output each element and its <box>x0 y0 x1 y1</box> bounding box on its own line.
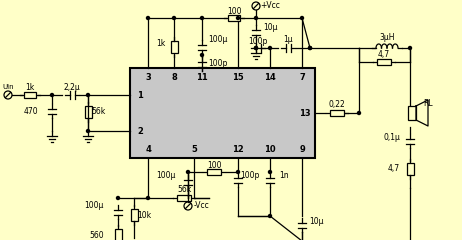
Text: 2,2μ: 2,2μ <box>64 83 80 91</box>
Bar <box>377 59 391 65</box>
Circle shape <box>86 130 90 132</box>
Text: 1k: 1k <box>25 84 35 92</box>
Text: 1: 1 <box>137 90 143 100</box>
Circle shape <box>268 170 272 174</box>
Text: 100: 100 <box>227 6 241 16</box>
Bar <box>130 68 315 158</box>
Bar <box>131 209 138 221</box>
Circle shape <box>255 47 257 49</box>
Text: 10k: 10k <box>137 210 151 220</box>
Circle shape <box>201 54 203 56</box>
Text: 3: 3 <box>145 72 151 82</box>
Circle shape <box>146 197 150 199</box>
Text: 8: 8 <box>171 72 177 82</box>
Circle shape <box>309 47 311 49</box>
Text: 0,1μ: 0,1μ <box>383 133 400 143</box>
Circle shape <box>237 170 239 174</box>
Text: 4: 4 <box>145 144 151 154</box>
Text: 4,7: 4,7 <box>388 164 400 174</box>
Circle shape <box>237 17 239 19</box>
Text: 100p: 100p <box>208 60 228 68</box>
Text: -Vcc: -Vcc <box>194 202 210 210</box>
Text: 100p: 100p <box>240 172 260 180</box>
Text: 100μ: 100μ <box>85 202 104 210</box>
Circle shape <box>408 47 412 49</box>
Bar <box>330 110 344 116</box>
Text: 5: 5 <box>191 144 197 154</box>
Bar <box>115 229 122 240</box>
Text: 2: 2 <box>137 126 143 136</box>
Text: 100: 100 <box>207 161 221 169</box>
Text: +Vcc: +Vcc <box>260 1 280 11</box>
Text: 15: 15 <box>232 72 244 82</box>
Circle shape <box>268 47 272 49</box>
Bar <box>171 41 178 53</box>
Text: 7: 7 <box>299 72 305 82</box>
Text: 1k: 1k <box>156 38 165 48</box>
Text: 4,7: 4,7 <box>378 50 390 60</box>
Text: 1n: 1n <box>279 172 289 180</box>
Bar <box>85 106 92 118</box>
Circle shape <box>187 170 189 174</box>
Text: 100μ: 100μ <box>208 36 228 44</box>
Text: 100p: 100p <box>248 36 267 46</box>
Bar <box>408 106 416 120</box>
Text: 10μ: 10μ <box>309 216 323 226</box>
Circle shape <box>146 17 150 19</box>
Circle shape <box>201 17 203 19</box>
Text: RL: RL <box>423 98 433 108</box>
Text: 470: 470 <box>24 107 38 115</box>
Circle shape <box>300 17 304 19</box>
Bar <box>407 163 414 175</box>
Text: 100μ: 100μ <box>157 172 176 180</box>
Circle shape <box>255 47 257 49</box>
Text: 11: 11 <box>196 72 208 82</box>
Circle shape <box>358 112 360 114</box>
Text: 10μ: 10μ <box>263 24 277 32</box>
Text: 14: 14 <box>264 72 276 82</box>
Bar <box>24 92 36 98</box>
Bar <box>207 169 221 175</box>
Text: 1μ: 1μ <box>283 36 293 44</box>
Bar <box>177 195 191 201</box>
Circle shape <box>172 17 176 19</box>
Text: Uin: Uin <box>2 84 14 90</box>
Text: 9: 9 <box>299 144 305 154</box>
Circle shape <box>116 197 120 199</box>
Circle shape <box>50 94 54 96</box>
Circle shape <box>86 94 90 96</box>
Text: 0,22: 0,22 <box>328 101 346 109</box>
Circle shape <box>309 47 311 49</box>
Text: 3μH: 3μH <box>379 34 395 42</box>
Text: 13: 13 <box>299 108 311 118</box>
Text: 12: 12 <box>232 144 244 154</box>
Text: 10: 10 <box>264 144 276 154</box>
Text: 560: 560 <box>89 230 104 240</box>
Text: 56k: 56k <box>177 186 191 194</box>
Text: 56k: 56k <box>91 108 105 116</box>
Circle shape <box>255 17 257 19</box>
Circle shape <box>268 215 272 217</box>
Bar <box>228 15 240 21</box>
